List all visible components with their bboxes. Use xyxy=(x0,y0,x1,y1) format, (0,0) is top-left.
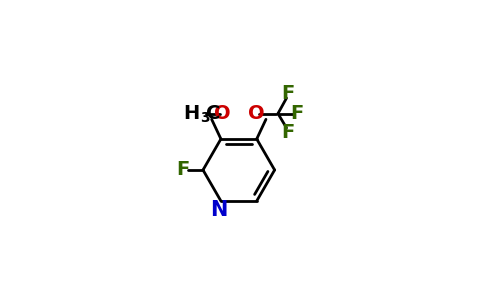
Text: F: F xyxy=(177,160,190,179)
Text: N: N xyxy=(211,200,228,220)
Text: O: O xyxy=(214,104,231,123)
Text: O: O xyxy=(248,104,264,123)
Text: 3: 3 xyxy=(200,111,210,125)
Text: F: F xyxy=(290,104,303,123)
Text: C: C xyxy=(206,104,220,123)
Text: F: F xyxy=(282,122,295,142)
Text: F: F xyxy=(282,84,295,104)
Text: H: H xyxy=(183,104,199,123)
